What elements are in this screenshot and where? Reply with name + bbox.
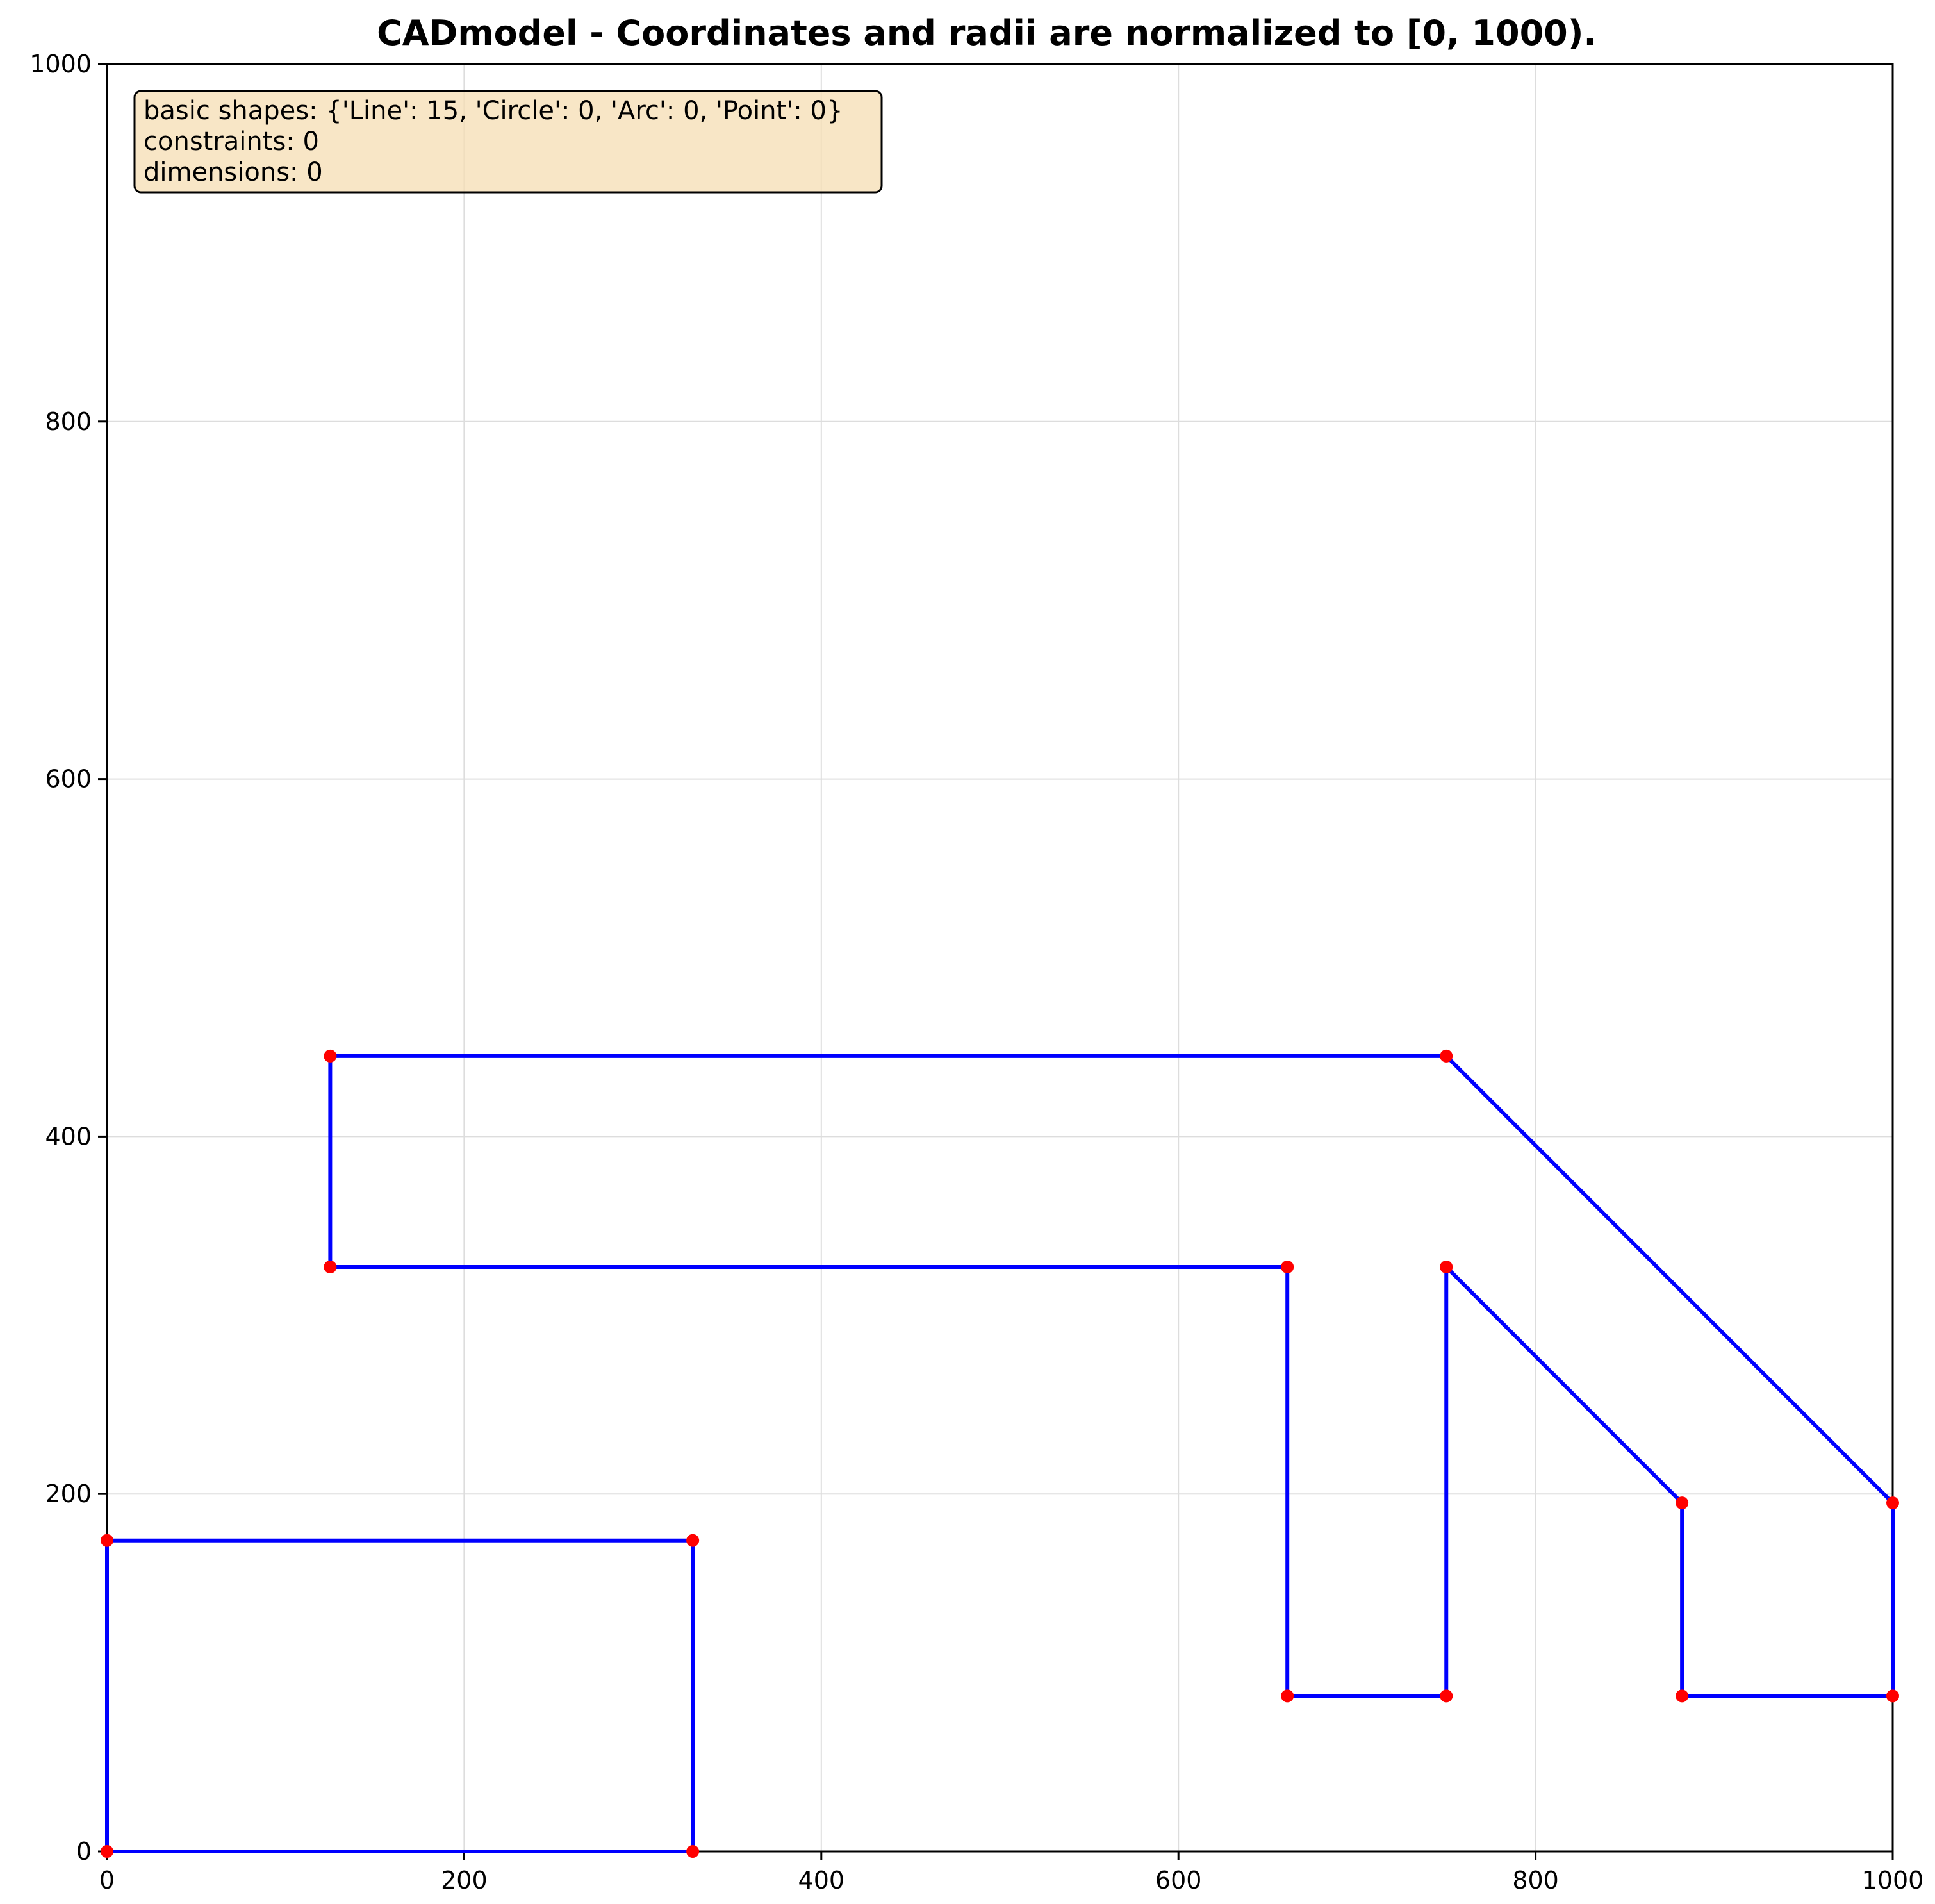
cad-endpoint [686, 1845, 700, 1858]
x-tick-label: 0 [99, 1866, 115, 1894]
cad-endpoint [324, 1260, 337, 1273]
axes: 0 200 400 600 800 1000 0 200 400 600 800 1000 [29, 50, 1923, 1894]
y-tick-label: 200 [45, 1480, 92, 1508]
info-line-constraints: constraints: 0 [144, 127, 319, 156]
info-line-dimensions: dimensions: 0 [144, 158, 323, 187]
info-box-background [133, 90, 883, 194]
y-tick-label: 1000 [29, 50, 92, 78]
y-tick-label: 600 [45, 765, 92, 793]
cad-endpoint [101, 1845, 113, 1858]
cad-endpoint [1676, 1496, 1689, 1510]
cad-endpoint [1886, 1689, 1899, 1703]
cad-endpoint [1440, 1260, 1453, 1273]
cad-endpoint [1281, 1689, 1294, 1703]
info-line-basic-shapes: basic shapes: {'Line': 15, 'Circle': 0, … [144, 96, 843, 126]
cad-endpoint [1886, 1496, 1899, 1510]
cad-endpoint [686, 1534, 700, 1547]
cad-endpoints [101, 1049, 1899, 1858]
cad-line-segment [1444, 1054, 1895, 1505]
info-box: basic shapes: {'Line': 15, 'Circle': 0, … [133, 90, 883, 194]
x-tick-label: 200 [441, 1866, 488, 1894]
cad-endpoint [1440, 1049, 1453, 1063]
cad-line-segment [1444, 1264, 1684, 1505]
cad-endpoint [324, 1049, 337, 1063]
chart-title: CADmodel - Coordinates and radii are nor… [377, 13, 1597, 53]
x-tick-label: 400 [798, 1866, 845, 1894]
cad-segments [105, 1054, 1895, 1853]
x-tick-label: 800 [1512, 1866, 1559, 1894]
cad-endpoint [1281, 1260, 1294, 1273]
cad-endpoint [1676, 1689, 1689, 1703]
cad-endpoint [1440, 1689, 1453, 1703]
y-tick-label: 0 [76, 1837, 92, 1866]
x-tick-label: 1000 [1862, 1866, 1924, 1894]
cad-endpoint [101, 1534, 113, 1547]
x-tick-label: 600 [1155, 1866, 1202, 1894]
y-tick-label: 400 [45, 1122, 92, 1150]
y-tick-label: 800 [45, 408, 92, 436]
plot-frame [106, 63, 1894, 1853]
